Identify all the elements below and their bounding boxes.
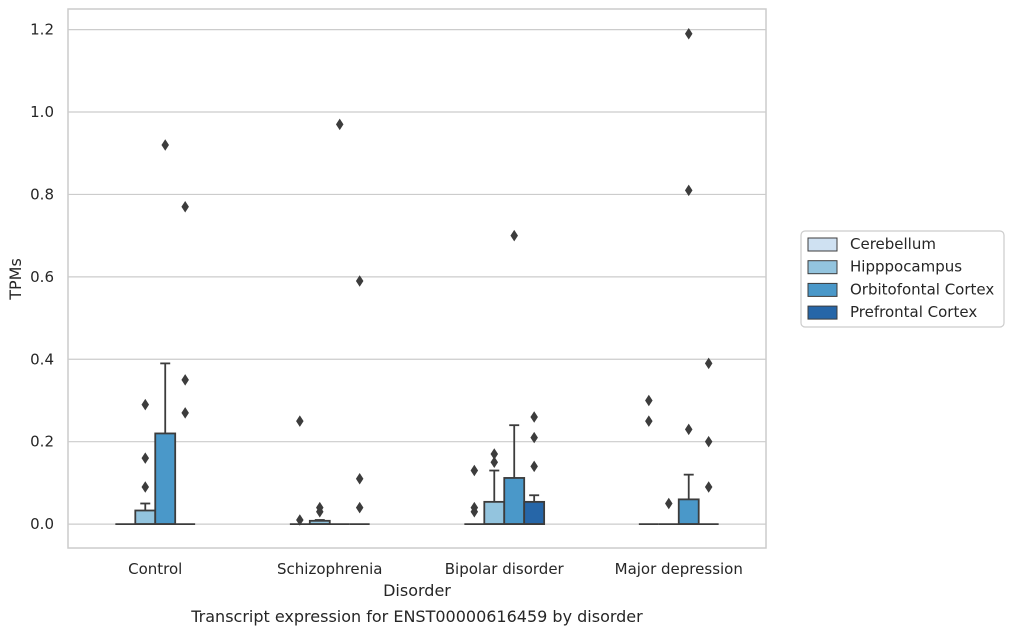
flier-point [355,501,364,514]
flier-point [665,497,673,510]
legend: Cerebellum Hipppocampus Orbitofontal Corte… [800,230,1005,328]
flier-point [684,27,693,40]
flier-point [490,456,499,469]
flier-point [355,275,364,287]
flier-point [645,394,653,407]
box-body [154,432,177,525]
box-hipppocampus [134,502,157,525]
box-body [483,500,506,525]
flier-point [335,118,344,131]
x-tick-label: Control [128,560,182,578]
legend-swatch [807,237,838,252]
plot-frame [67,8,767,549]
box-body [523,500,546,525]
x-axis-label: Disorder [383,581,451,600]
legend-label: Orbitofontal Cortex [850,280,994,298]
flier-point [530,411,538,423]
legend-label: Hipppocampus [850,258,962,276]
flier-point [704,435,713,448]
flier-point [296,514,304,526]
flier-point [355,473,364,485]
y-tick-label: 0.8 [30,185,54,203]
flier-point [161,139,169,151]
flier-point [316,501,324,514]
box-body [677,498,700,525]
box-hipppocampus [483,469,506,525]
y-tick-label: 0.0 [30,515,54,533]
legend-label: Prefrontal Cortex [850,303,977,321]
y-tick-label: 0.4 [30,350,54,368]
flier-point [141,452,150,464]
flier-point [510,229,518,242]
flier-point [141,481,150,493]
flier-point [530,431,538,444]
y-tick-label: 1.0 [30,103,54,121]
flier-point [645,415,653,427]
legend-swatch [807,282,838,297]
box-prefrontal-cortex [523,494,546,525]
legend-swatch [807,260,838,275]
flier-point [181,374,189,386]
box-body [503,477,526,525]
box-body [134,509,157,525]
x-tick-label: Bipolar disorder [445,560,565,578]
legend-swatch [807,305,838,320]
flier-point [181,201,189,213]
legend-frame [800,230,1005,328]
x-tick-label: Schizophrenia [277,560,382,578]
flier-point [490,448,499,460]
flier-point [470,501,479,514]
flier-point [704,481,713,493]
box-orbitofontal-cortex [503,424,526,525]
flier-point [470,464,479,477]
flier-point [684,184,693,197]
box-hipppocampus [308,519,331,525]
y-axis-label: TPMs [6,258,25,301]
flier-point [530,460,538,473]
flier-point [704,357,713,370]
flier-point [181,407,189,419]
flier-point [296,415,304,427]
y-tick-label: 0.2 [30,433,54,451]
flier-point [684,423,693,436]
chart-caption: Transcript expression for ENST0000061645… [190,607,643,626]
box-orbitofontal-cortex [154,362,177,525]
y-tick-label: 1.2 [30,21,54,39]
x-tick-label: Major depression [615,560,743,578]
y-tick-label: 0.6 [30,268,54,286]
flier-point [141,398,150,411]
box-orbitofontal-cortex [677,473,700,525]
legend-label: Cerebellum [850,235,936,253]
